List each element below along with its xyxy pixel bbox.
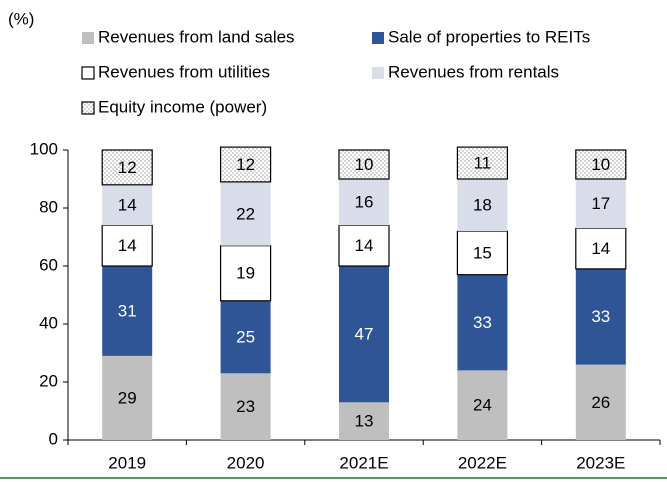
bar-segment [339,266,389,403]
value-label: 33 [591,307,610,326]
bar-segment [102,355,153,440]
legend-label: Sale of properties to REITs [388,27,590,46]
y-tick-label: 60 [39,255,58,274]
bar-segment [456,146,508,180]
value-label: 10 [355,155,374,174]
legend-label: Revenues from land sales [98,27,295,46]
x-tick-label: 2020 [227,453,265,472]
legend-swatch [82,32,94,44]
value-label: 14 [118,236,137,255]
x-tick-label: 2022E [458,453,507,472]
bar-segment [457,370,508,440]
bar-segment [457,179,508,232]
bar-segment [102,184,153,226]
bar-segment [220,373,271,440]
bar-segment [575,364,626,440]
y-tick-label: 40 [39,313,58,332]
x-tick-label: 2021E [339,453,388,472]
value-label: 23 [236,397,255,416]
legend-label: Revenues from utilities [98,62,270,81]
value-label: 47 [355,325,374,344]
value-label: 10 [591,155,610,174]
legend-swatch [372,67,384,79]
y-tick-label: 100 [30,139,58,158]
bar-segment [338,149,390,180]
value-label: 25 [236,328,255,347]
legend-swatch [81,101,95,115]
bar-segment [220,146,272,183]
value-label: 12 [236,155,255,174]
value-label: 16 [355,193,374,212]
bar-segment [575,149,627,180]
legend-label: Revenues from rentals [388,62,559,81]
value-label: 14 [591,239,610,258]
value-label: 17 [591,194,610,213]
value-label: 11 [474,154,492,173]
bar-segment [102,266,153,356]
bar-segment [220,245,272,302]
bar-segment [575,268,626,365]
value-label: 14 [118,196,137,215]
bar-segment [339,179,389,226]
legend-swatch [372,32,384,44]
legend-label: Equity income (power) [98,97,267,116]
value-label: 15 [473,243,492,262]
value-label: 29 [118,388,137,407]
bar-segment [457,274,508,371]
value-label: 14 [355,236,374,255]
value-label: 12 [118,158,137,177]
bar-segment [220,300,271,374]
value-label: 24 [473,396,492,415]
y-unit-label: (%) [8,9,34,28]
value-label: 26 [591,393,610,412]
legend-swatch [81,66,95,80]
value-label: 22 [236,204,255,223]
value-label: 13 [355,412,374,431]
y-tick-label: 80 [39,197,58,216]
bar-segment [456,230,508,276]
value-label: 18 [473,196,492,215]
y-tick-label: 0 [49,429,58,448]
bar-segment [339,402,389,440]
y-tick-label: 20 [39,371,58,390]
value-label: 19 [236,264,255,283]
value-label: 33 [473,313,492,332]
bar-segment [220,181,271,246]
bar-segment [575,179,626,229]
value-label: 31 [118,301,137,320]
x-tick-label: 2023E [576,453,625,472]
x-tick-label: 2019 [108,453,146,472]
bar-segment [101,149,153,186]
